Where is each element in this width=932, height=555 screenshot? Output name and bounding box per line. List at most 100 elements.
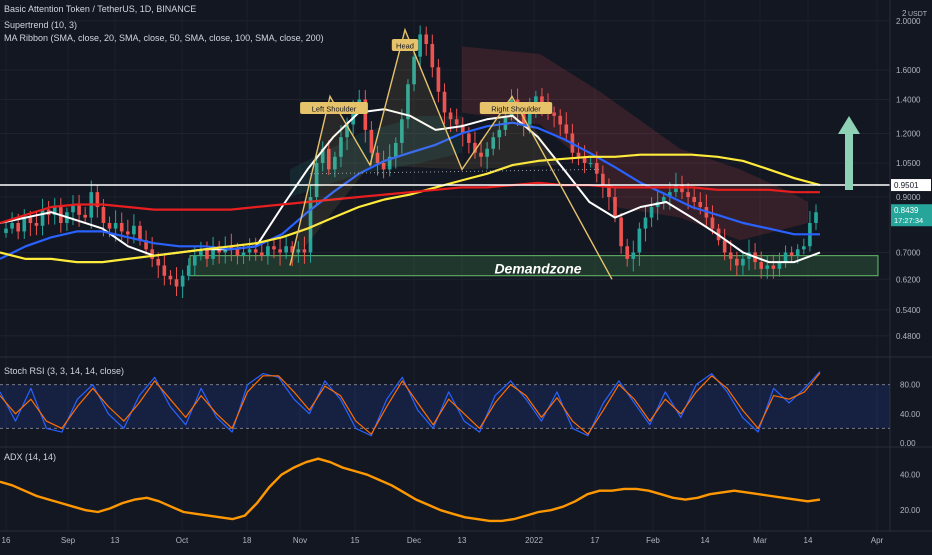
candle-body: [107, 223, 112, 229]
candle-body: [162, 265, 167, 276]
candle-body: [83, 214, 87, 218]
chart-title: Basic Attention Token / TetherUS, 1D, BI…: [4, 4, 197, 14]
candle-body: [132, 225, 136, 235]
candle-body: [588, 162, 593, 164]
candle-body: [558, 115, 563, 125]
time-tick-label: Feb: [646, 536, 660, 545]
candle-body: [430, 44, 435, 68]
candle-body: [387, 156, 392, 170]
countdown-label: 17:27:34: [894, 216, 923, 225]
candle-body: [284, 246, 288, 253]
candle-body: [467, 133, 471, 143]
candle-body: [10, 223, 14, 229]
candle-body: [613, 197, 617, 218]
candle-body: [211, 246, 215, 259]
candle-body: [661, 197, 666, 202]
candle-body: [266, 246, 270, 256]
candle-body: [686, 192, 690, 198]
candle-body: [138, 225, 142, 241]
candle-body: [527, 107, 532, 125]
candle-body: [576, 152, 581, 157]
neckline: [309, 168, 601, 175]
candle-body: [229, 246, 234, 250]
candle-body: [436, 67, 441, 92]
time-tick-label: 13: [111, 536, 120, 545]
time-tick-label: 17: [591, 536, 600, 545]
time-tick-label: Mar: [753, 536, 767, 545]
candle-body: [174, 279, 179, 287]
candle-body: [22, 217, 27, 232]
candle-body: [241, 252, 246, 256]
candle-body: [144, 240, 148, 250]
time-tick-label: Sep: [61, 536, 76, 545]
candle-body: [320, 148, 325, 163]
candle-body: [564, 124, 569, 134]
candle-body: [698, 201, 703, 208]
candle-body: [52, 207, 57, 215]
candle-body: [631, 252, 636, 259]
candle-body: [16, 223, 20, 232]
price-tick-label: 0.6200: [896, 275, 921, 284]
candle-body: [485, 148, 489, 157]
candle-body: [34, 223, 39, 226]
candle-body: [259, 252, 264, 256]
rsi-tick-label: 0.00: [900, 439, 916, 448]
price-tick-label: 0.5400: [896, 306, 921, 315]
head-fill: [370, 29, 462, 170]
stoch-rsi-k-line: [0, 371, 821, 437]
time-tick-label: Dec: [407, 536, 421, 545]
time-tick-label: 16: [2, 536, 11, 545]
candle-body: [814, 212, 818, 224]
rsi-tick-label: 40.00: [900, 410, 921, 419]
sma-20-line: [0, 108, 821, 264]
time-tick-label: 2022: [525, 536, 543, 545]
price-tick-label: 2.0000: [896, 17, 921, 26]
time-tick-label: 18: [243, 536, 252, 545]
candle-body: [4, 228, 8, 234]
candle-body: [643, 217, 648, 229]
candle-body: [199, 249, 203, 256]
candle-body: [308, 197, 313, 253]
right-shoulder-label-box: [479, 102, 553, 114]
candle-body: [680, 185, 684, 193]
candle-body: [125, 231, 130, 235]
candle-body: [674, 185, 678, 193]
candle-body: [272, 246, 276, 250]
candle-body: [418, 34, 422, 57]
price-tick-label: 1.2000: [896, 130, 921, 139]
candle-body: [168, 275, 173, 280]
candle-body: [765, 265, 770, 269]
candle-body: [540, 96, 544, 103]
candle-body: [448, 112, 453, 120]
candle-body: [412, 56, 416, 85]
candle-body: [582, 156, 587, 163]
adx-tick-label: 20.00: [900, 506, 921, 515]
candle-body: [278, 249, 282, 253]
head-shoulders-pattern: [289, 27, 613, 280]
candle-body: [454, 119, 459, 125]
candle-body: [460, 124, 465, 134]
candle-body: [369, 129, 374, 153]
candle-body: [296, 249, 301, 253]
current-price-label: 0.8439: [894, 206, 919, 215]
rsi-band: [0, 384, 890, 429]
candle-body: [363, 99, 368, 130]
candle-body: [339, 137, 343, 157]
candle-body: [795, 249, 800, 256]
candle-body: [247, 249, 252, 253]
candle-body: [28, 217, 33, 224]
candle-body: [741, 258, 745, 266]
right-shoulder-fill: [462, 96, 560, 170]
right-shoulder-label: Right Shoulder: [491, 105, 541, 114]
candle-body: [668, 192, 672, 198]
candle-body: [77, 204, 81, 215]
candle-body: [637, 228, 642, 253]
sma-100-line: [0, 153, 821, 264]
candle-body: [619, 217, 623, 247]
adx-line: [0, 457, 821, 523]
candle-body: [235, 249, 240, 256]
candle-body: [479, 152, 483, 157]
candle-body: [534, 96, 538, 108]
candle-body: [351, 107, 355, 125]
